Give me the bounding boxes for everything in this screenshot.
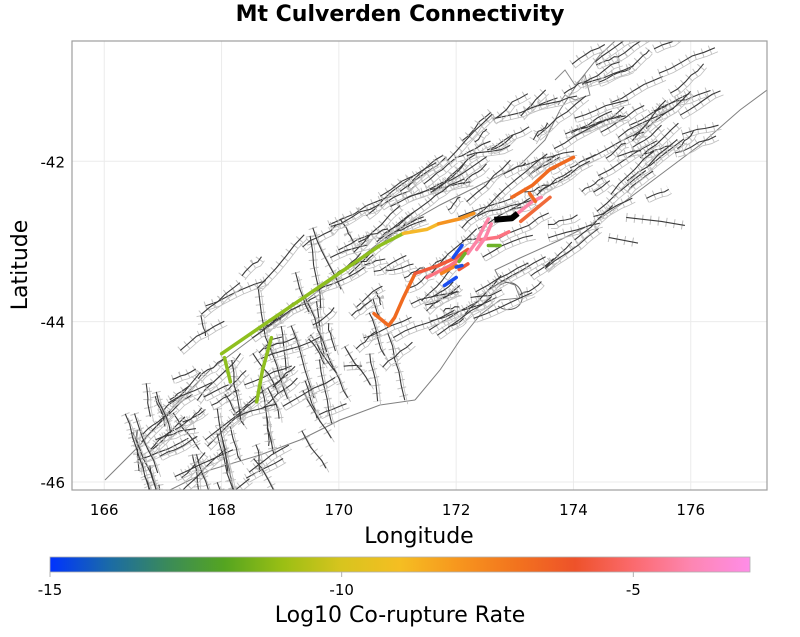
rupture-segment <box>510 155 576 200</box>
colorbar <box>49 556 751 573</box>
rupture-segment <box>518 195 552 224</box>
x-tick-label: 176 <box>676 501 705 519</box>
y-tick-label: -46 <box>41 474 66 492</box>
y-axis-ticks: -42 -44 -46 <box>41 153 66 492</box>
mt-culverden-fault <box>494 211 520 223</box>
coastline-east <box>414 89 767 401</box>
colorbar-ticks: -15 -10 -5 <box>38 572 641 599</box>
x-tick-label: 172 <box>442 501 471 519</box>
rupture-segment <box>527 191 538 204</box>
colorbar-tick-label: -10 <box>329 581 354 599</box>
y-axis-label: Latitude <box>8 220 33 311</box>
rupture-segment <box>474 222 494 252</box>
grid-lines <box>72 41 767 490</box>
rupture-segment <box>457 251 467 264</box>
chart-title: Mt Culverden Connectivity <box>235 2 565 27</box>
rupture-segment <box>451 243 464 260</box>
y-tick-label: -44 <box>41 314 66 332</box>
rupture-segment <box>436 211 476 226</box>
selected-fault <box>494 211 520 223</box>
x-tick-label: 174 <box>559 501 588 519</box>
y-tick-label: -42 <box>41 153 66 171</box>
rupture-segment <box>372 271 417 328</box>
x-axis-label: Longitude <box>364 524 473 549</box>
rupture-segment <box>457 262 470 272</box>
fault-basemap <box>104 41 767 490</box>
plot-area <box>72 41 767 490</box>
rupture-segment <box>454 263 464 269</box>
rupture-segment <box>413 247 470 276</box>
rupture-segment <box>254 335 274 404</box>
rupture-segment <box>466 217 491 256</box>
colorbar-tick-label: -15 <box>38 581 63 599</box>
x-axis-ticks: 166 168 170 172 174 176 <box>90 501 705 519</box>
fault-traces <box>121 41 724 490</box>
colorbar-tick-label: -5 <box>626 581 641 599</box>
rupture-segment <box>515 195 543 216</box>
rupture-segment <box>219 231 406 356</box>
plot-frame <box>71 40 768 491</box>
colorbar-label: Log10 Co-rupture Rate <box>275 603 526 628</box>
co-rupture-segments <box>219 155 576 404</box>
rupture-segment <box>439 263 458 276</box>
rupture-segment <box>442 275 458 288</box>
rupture-segment <box>401 222 441 236</box>
x-tick-label: 166 <box>90 501 119 519</box>
x-tick-label: 168 <box>207 501 236 519</box>
x-tick-label: 170 <box>325 501 354 519</box>
rupture-segment <box>222 355 233 384</box>
